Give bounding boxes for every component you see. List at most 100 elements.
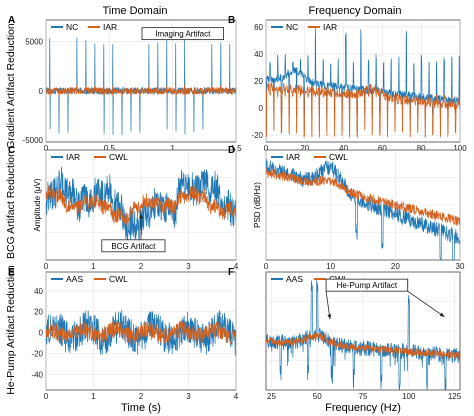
panel-c: 0 1 2 3 4 C Amplitude (μV) IAR CWL BCG Artifact [8, 145, 239, 271]
annotation-arrow [325, 291, 331, 320]
x-tick-label: 10 [326, 262, 335, 271]
panel-d: 0 10 20 30 D PSD (dB/Hz) IAR CWL [228, 145, 465, 271]
x-tick-label: 1 [91, 392, 96, 401]
x-tick-label: 20 [300, 144, 309, 153]
annotation: BCG Artifact [101, 213, 166, 253]
legend-label: CWL [109, 152, 128, 162]
y-tick-label: 0 [259, 104, 264, 113]
x-tick-label: 0 [264, 144, 269, 153]
legend: IAR CWL [271, 152, 348, 162]
y-tick-label: 60 [254, 23, 263, 32]
y-axis-label: Amplitude (μV) [33, 178, 42, 231]
panel-letter: E [8, 267, 15, 278]
x-tick-label: 50 [313, 392, 322, 401]
row-label-hepump: He-Pump Artifact Reduction [5, 265, 17, 395]
annotation-arrowhead [327, 314, 332, 320]
panel-letter: D [228, 145, 235, 156]
panel-e: 0 1 2 3 4 -40 -20 0 20 40 E AAS CWL [8, 267, 239, 401]
x-tick-label: 40 [339, 144, 348, 153]
panel-letter: F [228, 267, 234, 278]
x-title-frequency: Frequency (Hz) [325, 402, 401, 414]
legend-label: AAS [66, 274, 83, 284]
annotation-arrowhead [439, 312, 445, 317]
series-line-iar [266, 82, 460, 138]
y-tick-label: 20 [254, 77, 263, 86]
x-tick-label: 100 [402, 392, 416, 401]
legend-label: IAR [66, 152, 80, 162]
annotation-box [141, 27, 224, 41]
y-tick-label: -20 [251, 131, 263, 140]
x-tick-label: 1.5 [230, 144, 242, 153]
x-tick-label: 125 [448, 392, 462, 401]
annotation-box [325, 278, 409, 292]
y-tick-label: 0 [39, 329, 44, 338]
x-tick-label: 1 [170, 144, 175, 153]
plot-area [45, 19, 237, 143]
column-title-time: Time Domain [103, 5, 168, 17]
x-tick-label: 0 [44, 144, 49, 153]
series-line-cwl [266, 332, 460, 360]
x-tick-label: 30 [456, 262, 465, 271]
x-tick-label: 0 [264, 262, 269, 271]
annotation-box [101, 239, 166, 253]
y-tick-label: 40 [34, 287, 43, 296]
legend: NC IAR [51, 22, 117, 32]
legend-label: NC [66, 22, 78, 32]
y-tick-label: -40 [31, 370, 43, 379]
y-tick-label: -20 [31, 349, 43, 358]
x-tick-label: 3 [186, 392, 191, 401]
panel-letter: B [228, 15, 235, 26]
annotation-text: He-Pump Artifact [337, 281, 398, 290]
x-tick-label: 80 [417, 144, 426, 153]
y-tick-label: 0 [39, 87, 44, 96]
x-tick-label: 4 [234, 392, 239, 401]
x-tick-label: 20 [391, 262, 400, 271]
annotation: Imaging Artifact [141, 27, 224, 41]
x-tick-label: 2 [139, 392, 144, 401]
series-line-cwl [46, 320, 236, 345]
panel-letter: C [8, 145, 15, 156]
legend: AAS CWL [51, 274, 128, 284]
panel-f: 255075100125FAASCWLHe-Pump Artifact [228, 267, 462, 401]
legend-label: AAS [286, 274, 303, 284]
x-tick-label: 0 [44, 392, 49, 401]
series-line-cwl [46, 183, 236, 226]
y-axis-label: PSD (dB/Hz) [253, 182, 262, 228]
panel-letter: A [8, 15, 15, 26]
series-line-iar [46, 84, 236, 97]
y-tick-label: -5000 [23, 136, 44, 145]
row-label-gradient: Gradient Artifact Reduction [5, 23, 17, 149]
series-line-aas [46, 309, 236, 356]
series-line-iar [46, 166, 236, 244]
x-tick-label: 4 [234, 262, 239, 271]
y-tick-label: 20 [34, 308, 43, 317]
column-title-frequency: Frequency Domain [309, 5, 402, 17]
annotation-arrowhead [139, 213, 143, 219]
legend: NC IAR [271, 22, 337, 32]
annotation-text: Imaging Artifact [155, 30, 211, 39]
x-tick-label: 75 [359, 392, 368, 401]
x-tick-label: 1 [91, 262, 96, 271]
x-title-time: Time (s) [121, 402, 161, 414]
legend-label: NC [286, 22, 298, 32]
legend-label: CWL [329, 152, 348, 162]
series-line-cwl [266, 168, 460, 226]
x-tick-label: 0.5 [104, 144, 116, 153]
x-tick-label: 60 [378, 144, 387, 153]
x-tick-label: 3 [186, 262, 191, 271]
x-tick-label: 25 [267, 392, 276, 401]
legend-label: IAR [286, 152, 300, 162]
y-tick-label: 5000 [25, 38, 43, 47]
annotation: He-Pump Artifact [325, 278, 445, 320]
x-tick-label: 100 [453, 144, 467, 153]
x-tick-label: 2 [139, 262, 144, 271]
annotation-arrow [407, 290, 445, 318]
annotation-text: BCG Artifact [111, 242, 156, 251]
x-tick-label: 0 [44, 262, 49, 271]
row-label-bcg: BCG Artifact Reduction [5, 151, 17, 259]
legend-label: IAR [103, 22, 117, 32]
legend: IAR CWL [51, 152, 128, 162]
